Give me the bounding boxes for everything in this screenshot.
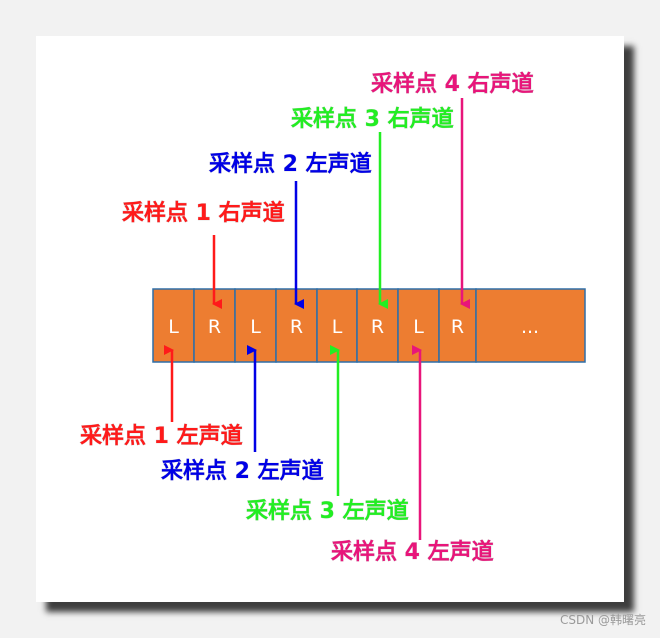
- buffer-cell-4: [275, 288, 318, 363]
- label-sample2-left-bottom: 采样点 2 左声道: [161, 458, 324, 484]
- label-sample1-left: 采样点 1 左声道: [80, 423, 243, 449]
- buffer-cell-1-text: L: [168, 316, 179, 338]
- buffer-cell-4-text: R: [290, 316, 303, 338]
- label-sample2-left-top: 采样点 2 左声道: [209, 151, 372, 177]
- label-sample4-left: 采样点 4 左声道: [331, 539, 494, 565]
- buffer-row: L R L R L R L R ...: [152, 288, 586, 363]
- label-sample4-right: 采样点 4 右声道: [371, 71, 534, 97]
- buffer-cell-6: [356, 288, 399, 363]
- buffer-cell-5-text: L: [332, 316, 343, 338]
- buffer-cell-8-text: R: [451, 316, 464, 338]
- buffer-cell-6-text: R: [371, 316, 384, 338]
- label-sample3-left: 采样点 3 左声道: [246, 498, 409, 524]
- buffer-cell-9-text: ...: [521, 316, 539, 338]
- buffer-cell-7-text: L: [413, 316, 424, 338]
- buffer-cell-2-text: R: [208, 316, 221, 338]
- buffer-cell-3-text: L: [250, 316, 261, 338]
- label-sample3-right: 采样点 3 右声道: [291, 106, 454, 132]
- buffer-cell-9: [475, 288, 586, 363]
- watermark: CSDN @韩曙亮: [559, 613, 646, 627]
- label-sample1-right: 采样点 1 右声道: [122, 200, 285, 226]
